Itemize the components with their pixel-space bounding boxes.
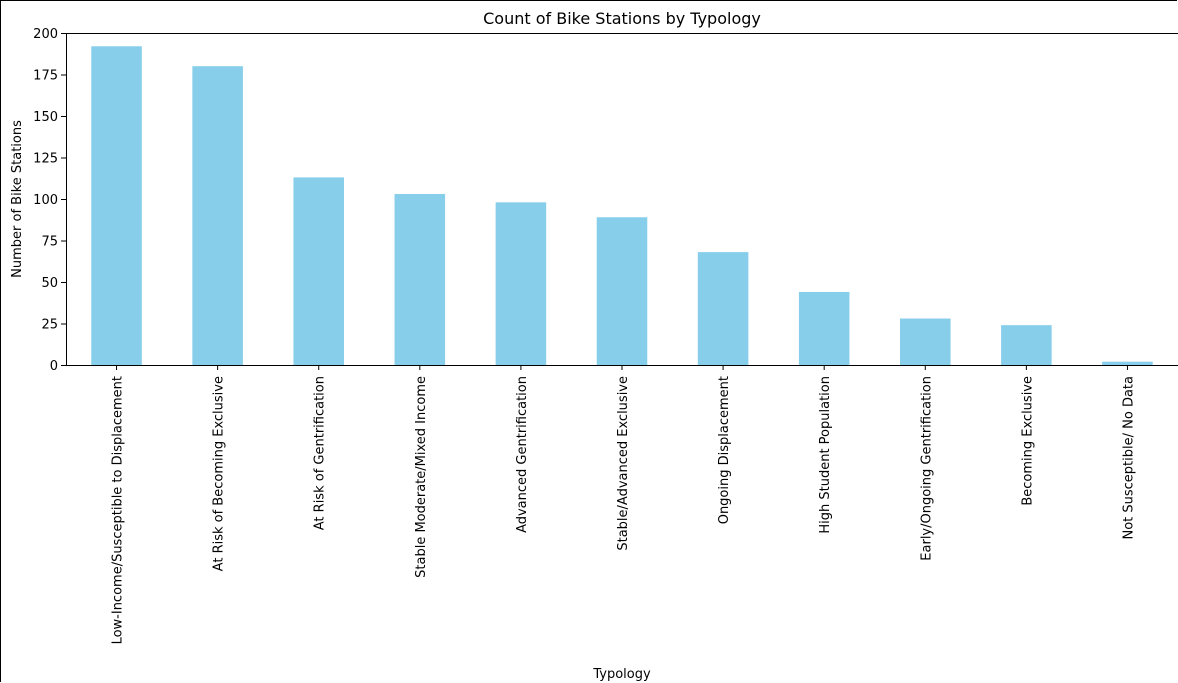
x-tick-label: Becoming Exclusive [1020, 376, 1035, 506]
bar-3 [394, 194, 446, 365]
bar-4 [495, 202, 547, 365]
y-tick-label: 100 [33, 193, 58, 208]
bar-0 [91, 46, 142, 365]
bar-6 [697, 252, 749, 365]
bar-1 [192, 66, 243, 365]
x-axis-ticks: Low-Income/Susceptible to Displacement At… [111, 365, 1136, 644]
bar-8 [900, 318, 951, 365]
x-tick-label: Not Susceptible/ No Data [1121, 376, 1136, 540]
x-tick-label: Ongoing Displacement [717, 376, 732, 524]
y-tick-label: 125 [33, 152, 58, 167]
x-tick-label: Stable/Advanced Exclusive [616, 376, 631, 551]
plot-area-frame [66, 33, 1178, 366]
x-tick-label: At Risk of Gentrification [313, 376, 328, 530]
bars-group [91, 46, 1153, 365]
y-tick-label: 0 [50, 359, 58, 374]
y-tick-label: 25 [41, 318, 58, 333]
y-axis-ticks: 0 25 50 75 100 125 150 175 200 [33, 27, 66, 374]
bar-5 [596, 217, 648, 365]
bar-2 [293, 177, 344, 365]
x-tick-label: High Student Population [818, 376, 833, 534]
x-tick-label: Stable Moderate/Mixed Income [414, 376, 429, 578]
y-tick-label: 150 [33, 110, 58, 125]
x-tick-label: At Risk of Becoming Exclusive [212, 376, 227, 571]
bar-9 [1001, 325, 1052, 365]
chart-title: Count of Bike Stations by Typology [483, 9, 761, 28]
y-tick-label: 50 [41, 276, 58, 291]
x-axis-label: Typology [592, 667, 651, 682]
x-tick-label: Advanced Gentrification [515, 376, 530, 533]
bar-7 [798, 291, 850, 365]
x-tick-label: Early/Ongoing Gentrification [919, 376, 934, 561]
y-tick-label: 175 [33, 69, 58, 84]
x-tick-label: Low-Income/Susceptible to Displacement [111, 376, 126, 644]
y-tick-label: 200 [33, 27, 58, 42]
y-tick-label: 75 [41, 235, 58, 250]
bar-10 [1102, 361, 1153, 365]
y-axis-label: Number of Bike Stations [10, 120, 25, 278]
